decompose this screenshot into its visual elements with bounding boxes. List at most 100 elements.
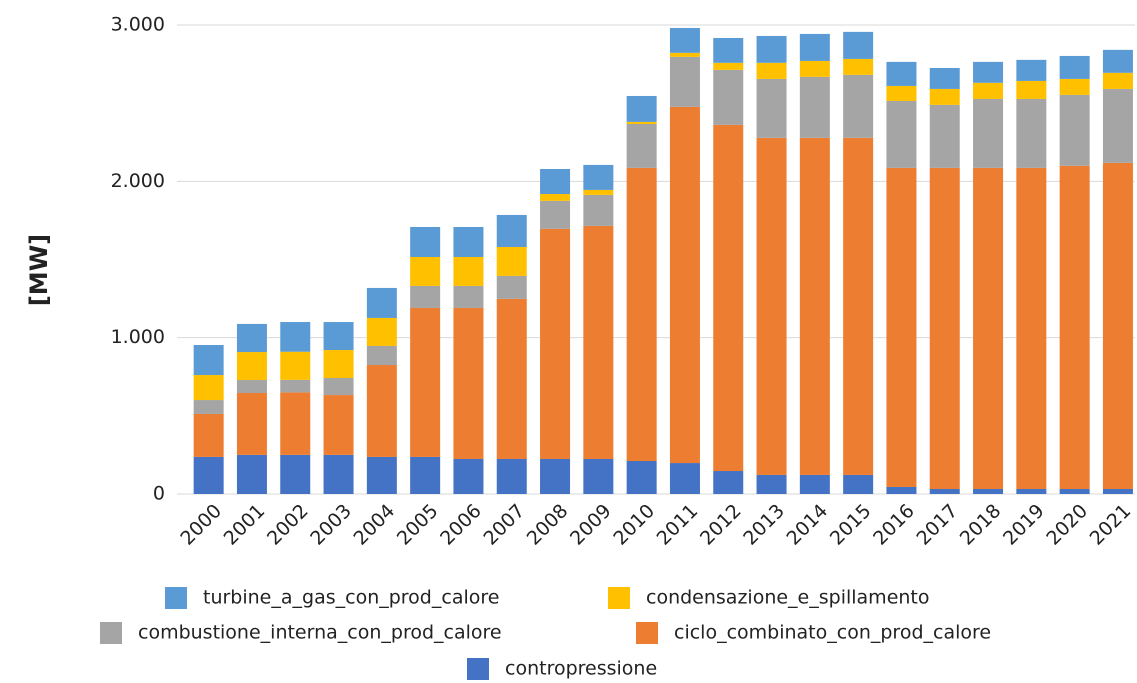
bar-segment: [410, 256, 441, 286]
legend-label: ciclo_combinato_con_prod_calore: [674, 622, 991, 644]
legend-label: condensazione_e_spillamento: [646, 587, 930, 609]
bar-segment: [366, 287, 397, 318]
bar-segment: [583, 189, 614, 195]
legend-swatch: [165, 587, 187, 609]
bar-segment: [973, 98, 1004, 168]
bar-segment: [236, 352, 267, 381]
x-tick-label: 2003: [306, 500, 356, 550]
bar-segment: [626, 121, 657, 124]
bar-segment: [713, 124, 744, 472]
bar-segment: [713, 69, 744, 125]
bar-segment: [236, 454, 267, 494]
bar-segment: [843, 474, 874, 494]
bar-segment: [669, 27, 700, 53]
bar-segment: [669, 463, 700, 494]
bar-segment: [626, 95, 657, 122]
x-tick-label: 2005: [393, 500, 443, 550]
bar-segment: [973, 167, 1004, 489]
bar-segment: [583, 164, 614, 190]
bar-segment: [323, 395, 354, 455]
bar-segment: [193, 345, 224, 376]
bar-segment: [1059, 94, 1090, 166]
bar-segment: [1016, 98, 1047, 168]
bar-segment: [973, 82, 1004, 99]
bar-segment: [583, 194, 614, 226]
legend-label: contropressione: [505, 658, 657, 680]
bar-segment: [323, 378, 354, 396]
bar-segment: [929, 104, 960, 168]
x-tick-label: 2011: [653, 500, 703, 550]
bar-segment: [799, 60, 830, 77]
bar-segment: [886, 61, 917, 86]
y-tick-label: 3.000: [111, 14, 165, 36]
x-tick-label: 2020: [1042, 500, 1092, 550]
bar-segment: [929, 488, 960, 494]
bar-segment: [1102, 49, 1133, 73]
bar-segment: [669, 106, 700, 464]
bar-segment: [193, 456, 224, 494]
bar-segment: [410, 456, 441, 494]
bar-segment: [323, 454, 354, 494]
bar-segment: [669, 56, 700, 107]
bar-segment: [1102, 488, 1133, 494]
x-tick-label: 2021: [1086, 500, 1136, 550]
y-tick-label: 1.000: [111, 326, 165, 348]
bar-segment: [280, 322, 311, 352]
bar-segment: [843, 74, 874, 138]
bar-segment: [756, 474, 787, 494]
bar-segment: [1102, 88, 1133, 163]
bar-segment: [756, 78, 787, 138]
bar-segment: [973, 488, 1004, 494]
bar-segment: [496, 214, 527, 247]
bar-segment: [713, 62, 744, 70]
bar-segment: [799, 33, 830, 61]
legend-swatch: [608, 587, 630, 609]
bar-segment: [669, 52, 700, 57]
bar-segment: [280, 379, 311, 393]
bar-segment: [583, 225, 614, 459]
x-tick-label: 2012: [696, 500, 746, 550]
bar-segment: [843, 31, 874, 59]
bar-segment: [929, 167, 960, 489]
bar-segment: [453, 226, 484, 257]
bar-segment: [713, 471, 744, 494]
bar-segment: [1016, 80, 1047, 99]
bar-segment: [366, 365, 397, 457]
bar-segment: [193, 400, 224, 414]
x-tick-label: 2009: [566, 500, 616, 550]
bar-segment: [1059, 55, 1090, 79]
x-tick-label: 2006: [436, 500, 486, 550]
bar-segment: [799, 137, 830, 475]
bar-segment: [1016, 59, 1047, 81]
legend-swatch: [467, 658, 489, 680]
bar-segment: [886, 167, 917, 487]
bar-segment: [929, 88, 960, 105]
bar-segment: [236, 323, 267, 353]
bar-segment: [973, 61, 1004, 83]
x-tick-label: 2019: [999, 500, 1049, 550]
bar-segment: [713, 37, 744, 63]
bar-segment: [280, 454, 311, 494]
x-tick-label: 2000: [176, 500, 226, 550]
bar-segment: [496, 458, 527, 494]
bar-segment: [1102, 72, 1133, 89]
x-tick-label: 2007: [479, 500, 529, 550]
bar-segment: [756, 35, 787, 63]
bar-segment: [1059, 165, 1090, 489]
x-tick-label: 2004: [350, 500, 400, 550]
bar-segment: [799, 76, 830, 138]
bar-segment: [583, 458, 614, 494]
x-tick-label: 2010: [609, 500, 659, 550]
bar-segment: [366, 345, 397, 366]
bar-segment: [799, 474, 830, 494]
bar-segment: [843, 58, 874, 75]
y-axis-label: [MW]: [25, 234, 53, 306]
x-tick-label: 2014: [783, 500, 833, 550]
bar-segment: [1102, 162, 1133, 489]
bar-segment: [453, 307, 484, 459]
bar-segment: [496, 275, 527, 299]
legend-swatch: [100, 622, 122, 644]
bar-segment: [410, 285, 441, 308]
bar-segment: [540, 193, 571, 201]
